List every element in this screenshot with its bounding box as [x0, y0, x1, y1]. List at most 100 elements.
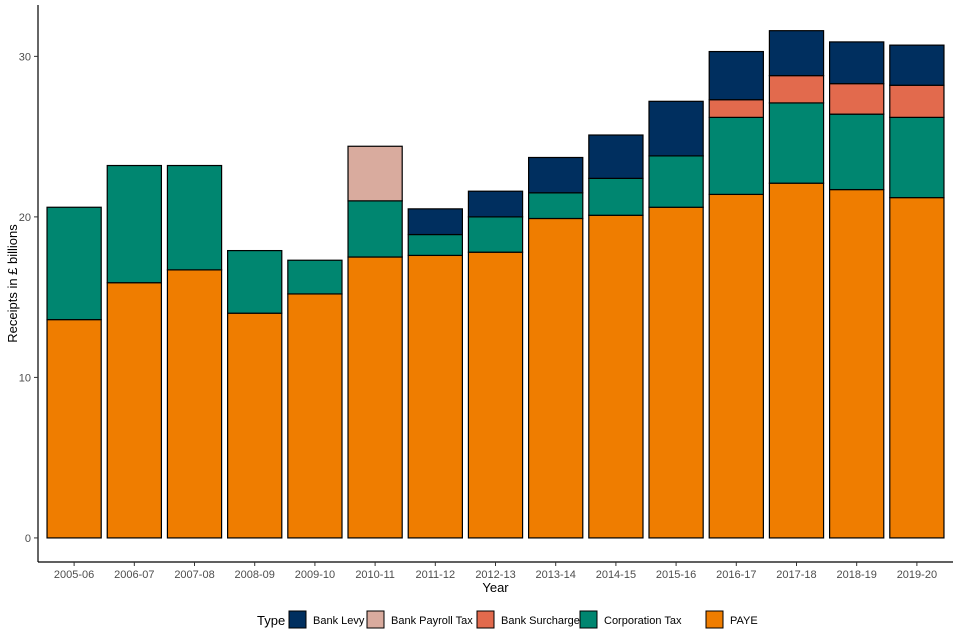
- bar-segment-paye: [889, 197, 945, 539]
- bar-segment-bank-levy: [708, 50, 764, 101]
- bar-stack-2015-16: [648, 100, 704, 539]
- bar-segment-bank-levy: [768, 30, 825, 77]
- bar-segment-bank-surcharge: [768, 75, 825, 104]
- bar-segment-bank-payroll-tax: [347, 145, 403, 202]
- bar-segment-corporation-tax: [407, 233, 463, 257]
- y-axis-ticks: 0 10 20 30: [19, 51, 38, 545]
- bar-segment-paye: [467, 251, 524, 539]
- bars-layer: [46, 30, 945, 539]
- bar-stack-2010-11: [347, 145, 403, 539]
- bar-segment-corporation-tax: [828, 113, 885, 191]
- bar-segment-corporation-tax: [768, 102, 825, 184]
- bar-segment-corporation-tax: [287, 259, 343, 295]
- legend-item-bank-levy: Bank Levy: [288, 610, 365, 629]
- legend-item-bank-surcharge: Bank Surcharge: [476, 610, 580, 629]
- x-tick-label: 2015-16: [656, 569, 696, 581]
- bar-stack-2014-15: [588, 134, 644, 539]
- bar-segment-bank-levy: [828, 41, 885, 85]
- bar-stack-2009-10: [287, 259, 343, 539]
- y-tick-label: 10: [19, 372, 31, 384]
- x-tick-label: 2012-13: [475, 569, 515, 581]
- bar-segment-paye: [828, 189, 885, 539]
- y-tick-label: 20: [19, 212, 31, 224]
- x-tick-label: 2009-10: [295, 569, 335, 581]
- bar-stack-2006-07: [106, 164, 163, 539]
- x-tick-label: 2011-12: [416, 569, 456, 581]
- legend-swatch: [705, 610, 724, 629]
- legend-swatch: [288, 610, 307, 629]
- y-tick-label: 0: [25, 533, 31, 545]
- legend-label: Corporation Tax: [604, 615, 682, 627]
- bar-stack-2018-19: [828, 41, 885, 539]
- legend-label: PAYE: [730, 615, 758, 627]
- bar-segment-bank-surcharge: [708, 99, 764, 118]
- bar-stack-2017-18: [768, 30, 825, 539]
- bar-segment-paye: [46, 319, 102, 539]
- bar-segment-bank-levy: [588, 134, 644, 179]
- x-axis-title: Year: [482, 580, 509, 595]
- legend-swatch: [476, 610, 495, 629]
- bar-stack-2016-17: [708, 50, 764, 539]
- legend-item-paye: PAYE: [705, 610, 758, 629]
- bar-stack-2011-12: [407, 208, 463, 539]
- bar-segment-corporation-tax: [648, 155, 704, 208]
- bar-segment-paye: [588, 214, 644, 539]
- legend: Type Bank Levy Bank Payroll Tax Bank Surch…: [257, 610, 758, 629]
- bar-stack-2007-08: [166, 164, 223, 539]
- bar-segment-paye: [227, 312, 283, 539]
- legend-title: Type: [257, 613, 285, 628]
- x-tick-label: 2019-20: [897, 569, 937, 581]
- bar-stack-2012-13: [467, 190, 524, 539]
- legend-item-corporation-tax: Corporation Tax: [579, 610, 682, 629]
- bar-segment-bank-levy: [528, 156, 584, 194]
- bar-segment-paye: [407, 254, 463, 539]
- bar-segment-bank-levy: [648, 100, 704, 157]
- bar-segment-bank-surcharge: [889, 84, 945, 118]
- bar-segment-paye: [347, 256, 403, 539]
- legend-label: Bank Payroll Tax: [391, 615, 473, 627]
- bar-segment-paye: [287, 293, 343, 539]
- bar-stack-2008-09: [227, 249, 283, 539]
- bar-segment-corporation-tax: [889, 116, 945, 199]
- legend-item-bank-payroll-tax: Bank Payroll Tax: [366, 610, 473, 629]
- legend-label: Bank Surcharge: [501, 615, 580, 627]
- bar-segment-bank-levy: [889, 44, 945, 86]
- bar-segment-paye: [648, 206, 704, 539]
- y-tick-label: 30: [19, 51, 31, 63]
- x-tick-label: 2018-19: [836, 569, 876, 581]
- x-tick-label: 2017-18: [776, 569, 816, 581]
- legend-swatch: [579, 610, 598, 629]
- bar-segment-corporation-tax: [227, 249, 283, 314]
- bar-segment-corporation-tax: [588, 177, 644, 216]
- bar-segment-corporation-tax: [106, 164, 163, 284]
- bar-segment-bank-levy: [467, 190, 524, 218]
- bar-segment-paye: [528, 217, 584, 539]
- bar-segment-paye: [768, 182, 825, 539]
- bar-segment-bank-levy: [407, 208, 463, 236]
- x-tick-label: 2016-17: [716, 569, 756, 581]
- bar-segment-paye: [166, 269, 223, 539]
- bar-stack-2013-14: [528, 156, 584, 539]
- bar-stack-2005-06: [46, 206, 102, 539]
- x-tick-label: 2005-06: [54, 569, 94, 581]
- x-tick-label: 2010-11: [355, 569, 395, 581]
- bar-segment-paye: [106, 282, 163, 539]
- legend-label: Bank Levy: [313, 615, 365, 627]
- bar-segment-corporation-tax: [347, 200, 403, 258]
- bar-segment-bank-surcharge: [828, 83, 885, 115]
- bar-segment-corporation-tax: [528, 192, 584, 220]
- legend-swatch: [366, 610, 385, 629]
- x-tick-label: 2007-08: [174, 569, 214, 581]
- bar-segment-corporation-tax: [467, 216, 524, 253]
- x-axis-ticks: 2005-06 2006-07 2007-08 2008-09 2009-10 2010-…: [54, 562, 937, 581]
- bar-segment-corporation-tax: [708, 116, 764, 196]
- x-tick-label: 2014-15: [596, 569, 636, 581]
- bar-segment-paye: [708, 193, 764, 539]
- x-tick-label: 2008-09: [235, 569, 275, 581]
- x-tick-label: 2006-07: [114, 569, 154, 581]
- bar-stack-2019-20: [889, 44, 945, 539]
- bar-segment-corporation-tax: [46, 206, 102, 321]
- y-axis-title: Receipts in £ billions: [5, 224, 20, 343]
